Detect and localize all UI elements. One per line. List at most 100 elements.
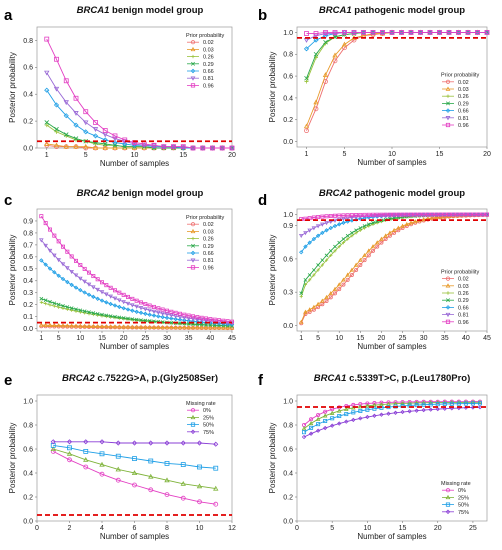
data-point [414,403,419,408]
data-point [43,298,48,303]
data-point [470,401,475,406]
data-point [151,324,157,329]
x-tick-label: 45 [483,335,491,342]
y-tick-label: 0.0 [283,323,293,330]
data-point [104,324,109,329]
data-point [164,477,170,483]
data-point [73,122,79,128]
data-point [379,240,384,245]
data-point [354,267,359,272]
data-point [65,249,70,254]
y-tick-label: 0.0 [23,518,33,525]
data-point [328,290,334,296]
data-point [349,272,354,277]
legend-entry: 50% [458,503,469,509]
data-point [43,243,48,248]
x-axis-label: Number of samples [357,532,426,541]
data-point [73,323,79,328]
legend-entry: 0.29 [458,298,469,304]
data-point [47,322,53,327]
data-point [108,324,113,329]
data-point [341,237,346,241]
data-point [437,30,442,35]
data-point [102,141,108,147]
data-point [52,301,57,306]
y-axis-label: Posterior probability [268,423,277,494]
data-point [358,212,363,217]
panel-title: BRCA1 pathogenic model group [319,5,465,16]
data-point [213,485,219,491]
x-axis-label: Number of samples [100,159,169,168]
data-point [69,254,74,259]
y-tick-label: 0.2 [283,117,293,124]
data-point [148,473,154,479]
data-point [408,212,413,217]
data-point [480,212,485,217]
data-point [102,132,108,138]
data-point [332,52,338,58]
data-point [99,461,105,467]
y-tick-label: 1.0 [283,212,293,219]
legend: Prior probability0.020.030.260.290.660.8… [441,269,479,325]
data-point [225,322,230,327]
data-point [407,400,412,405]
legend-entry: 0.03 [203,47,214,53]
data-point [91,323,96,329]
x-tick-label: 15 [179,152,187,159]
data-point [160,314,165,320]
data-point [164,308,169,313]
data-point [138,306,144,311]
data-point [130,317,135,321]
data-point [115,466,121,472]
data-point [332,58,338,64]
data-point [324,214,329,219]
data-point [315,224,321,229]
data-point [370,248,375,253]
data-point [104,300,109,305]
data-point [428,399,433,404]
data-point [427,30,433,35]
y-tick-label: 0.0 [23,326,33,333]
legend-title: Missing rate [186,401,216,407]
legend-title: Prior probability [441,269,479,275]
data-point [99,439,105,445]
legend: Prior probability0.020.030.260.290.660.8… [441,73,479,129]
legend-entry: 0.03 [458,284,469,290]
data-point [354,231,358,235]
data-point [78,323,83,328]
legend-marker [190,228,196,234]
data-point [438,212,443,217]
data-point [302,430,307,435]
data-point [304,128,309,134]
data-point [383,212,388,217]
data-point [65,323,70,328]
data-point [92,127,99,133]
data-point [63,78,69,84]
plot-frame [36,208,233,332]
legend-marker [191,61,195,66]
x-tick-label: 2 [68,525,72,532]
data-point [400,212,405,217]
data-point [475,30,480,35]
data-point [186,325,191,330]
data-point [83,143,89,149]
legend-marker [190,422,196,427]
data-point [442,212,447,217]
data-point [125,301,131,306]
y-tick-label: 0.4 [283,470,293,477]
data-point [366,248,372,253]
data-point [365,414,370,420]
y-tick-label: 0.8 [23,422,33,429]
data-point [52,322,57,328]
data-point [104,292,109,297]
data-point [60,262,66,267]
x-tick-label: 25 [469,525,477,532]
panel-b: b BRCA1 pathogenic model group 0.0 0.2 0.4 0.… [258,5,491,167]
data-point [358,408,363,413]
data-point [180,495,186,501]
data-point [61,303,65,308]
y-tick-label: 0.0 [283,139,293,146]
data-point [61,244,66,249]
data-point [315,416,321,421]
